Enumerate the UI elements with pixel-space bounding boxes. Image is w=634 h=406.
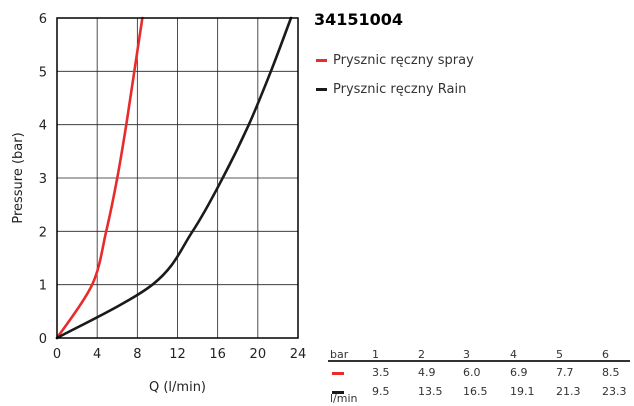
series-line-1 <box>55 16 293 340</box>
chart-title: 34151004 <box>314 10 404 29</box>
y-tick-label: 2 <box>39 225 47 240</box>
y-tick-label: 4 <box>39 119 47 134</box>
y-tick-label: 5 <box>39 65 47 80</box>
table-cell: 21.3 <box>556 385 581 398</box>
legend-label-rain: Prysznic ręczny Rain <box>333 82 467 97</box>
x-tick-label: 4 <box>93 347 101 362</box>
pressure-flow-table: bar l/min 1 2 3 4 5 6 3.5 4.9 6.0 6.9 7.7 8.5 9.5 13.… <box>328 348 634 406</box>
legend-item-rain: Prysznic ręczny Rain <box>316 82 466 97</box>
x-tick-label: 24 <box>290 347 307 362</box>
table-cell: 4.9 <box>418 366 436 379</box>
table-cell: 7.7 <box>556 366 574 379</box>
y-axis-label: Pressure (bar) <box>11 132 26 223</box>
x-axis-label: Q (l/min) <box>149 380 206 395</box>
table-cell: 23.3 <box>602 385 627 398</box>
x-tick-label: 0 <box>53 347 61 362</box>
table-bar-value: 5 <box>556 348 563 361</box>
legend-swatch-spray <box>316 59 327 62</box>
legend-swatch-rain <box>316 88 327 91</box>
table-cell: 13.5 <box>418 385 443 398</box>
x-tick-label: 16 <box>209 347 226 362</box>
x-tick-label: 20 <box>250 347 267 362</box>
table-cell: 6.9 <box>510 366 528 379</box>
plot-frame <box>56 17 299 339</box>
table-header-rule <box>328 360 630 362</box>
legend-item-spray: Prysznic ręczny spray <box>316 53 474 68</box>
table-cell: 16.5 <box>463 385 488 398</box>
table-cell: 8.5 <box>602 366 620 379</box>
table-bar-value: 4 <box>510 348 517 361</box>
x-tick-label: 12 <box>169 347 186 362</box>
table-bar-value: 1 <box>372 348 379 361</box>
table-cell: 3.5 <box>372 366 390 379</box>
legend-label-spray: Prysznic ręczny spray <box>333 53 474 68</box>
table-cell: 19.1 <box>510 385 535 398</box>
y-tick-label: 3 <box>39 172 47 187</box>
table-cell: 9.5 <box>372 385 390 398</box>
series-line-0 <box>55 16 144 340</box>
grid-lines <box>56 17 299 339</box>
table-bar-value: 6 <box>602 348 609 361</box>
table-cell: 6.0 <box>463 366 481 379</box>
y-tick-label: 1 <box>39 279 47 294</box>
table-row-swatch <box>332 372 344 375</box>
table-bar-value: 3 <box>463 348 470 361</box>
table-bar-label: bar <box>330 348 349 361</box>
y-tick-label: 0 <box>39 332 47 347</box>
table-row-swatch <box>332 391 344 394</box>
y-tick-label: 6 <box>39 12 47 27</box>
table-bar-value: 2 <box>418 348 425 361</box>
series-lines <box>55 16 293 340</box>
table-unit-label: l/min <box>330 392 358 405</box>
x-tick-label: 8 <box>133 347 141 362</box>
